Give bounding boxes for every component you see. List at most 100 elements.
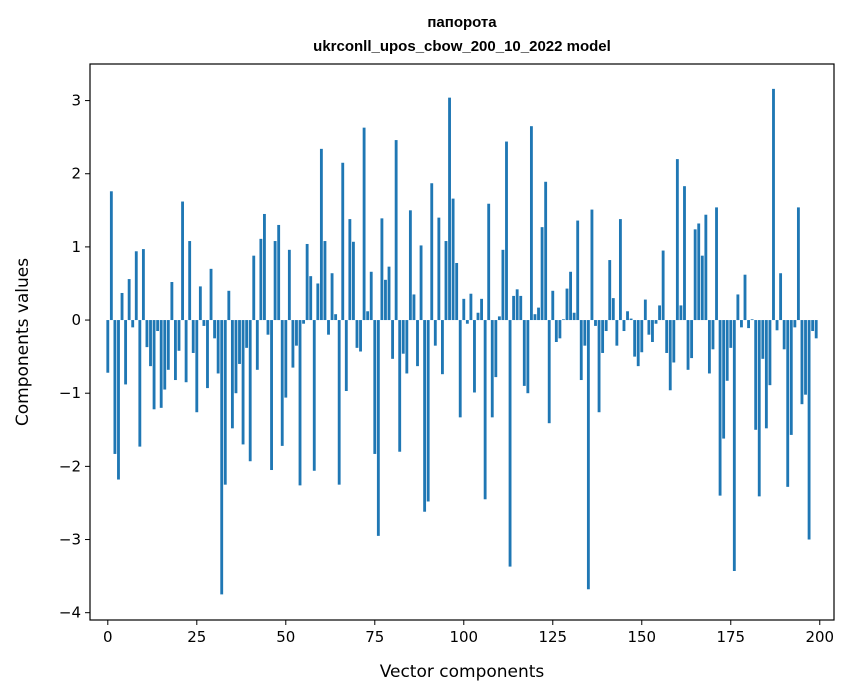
bar-47	[273, 241, 277, 321]
bar-108	[490, 320, 494, 418]
bar-46	[270, 320, 273, 471]
bar-111	[501, 249, 505, 321]
bar-102	[469, 293, 473, 321]
bar-164	[690, 320, 694, 359]
bar-71	[359, 320, 362, 352]
x-tick-label: 0	[103, 628, 113, 646]
bar-136	[590, 209, 594, 321]
bar-39	[245, 320, 249, 348]
bar-159	[672, 320, 676, 363]
bar-38	[241, 320, 245, 445]
bar-86	[412, 294, 416, 321]
bar-138	[597, 320, 601, 413]
x-tick-label: 75	[365, 628, 384, 646]
bar-5	[124, 320, 128, 385]
bar-84	[405, 320, 409, 374]
bar-2	[113, 320, 117, 454]
bar-69	[352, 241, 355, 321]
bar-60	[319, 148, 323, 321]
bar-171	[715, 207, 718, 321]
bar-147	[629, 318, 633, 321]
bar-135	[586, 320, 590, 590]
bar-17	[166, 320, 170, 370]
bar-197	[807, 320, 811, 540]
bar-143	[615, 320, 619, 346]
bar-61	[323, 241, 327, 321]
bar-190	[782, 320, 786, 350]
bar-156	[661, 250, 665, 321]
bar-28	[206, 320, 209, 389]
bar-75	[373, 320, 377, 454]
bar-79	[387, 266, 391, 321]
bar-80	[391, 320, 395, 359]
bar-97	[451, 198, 455, 321]
bar-183	[757, 320, 761, 497]
bar-50	[284, 320, 288, 398]
bar-6	[127, 279, 131, 321]
y-tick-label: 1	[71, 238, 81, 256]
bar-115	[515, 289, 519, 321]
bar-113	[508, 320, 512, 567]
bar-187	[772, 88, 775, 321]
bar-40	[248, 320, 252, 462]
bar-172	[718, 320, 722, 496]
bar-15	[159, 320, 163, 408]
bar-114	[512, 295, 516, 321]
bar-176	[732, 320, 736, 571]
bar-34	[227, 290, 231, 321]
bar-95	[444, 241, 448, 321]
bar-23	[188, 241, 192, 321]
bar-139	[601, 320, 605, 353]
bar-9	[138, 320, 142, 447]
bar-22	[184, 320, 188, 383]
bar-26	[198, 286, 202, 321]
bar-140	[604, 320, 608, 332]
bar-10	[141, 249, 145, 321]
bar-92	[433, 320, 437, 346]
bar-196	[804, 320, 807, 395]
y-tick-label: 3	[71, 92, 81, 110]
bar-51	[287, 249, 291, 321]
bar-107	[487, 203, 491, 321]
bar-18	[170, 282, 174, 321]
bar-160	[675, 159, 679, 321]
bar-152	[647, 320, 651, 335]
bar-25	[195, 320, 199, 413]
x-tick-label: 125	[538, 628, 567, 646]
bar-30	[213, 320, 217, 339]
chart-subtitle: ukrconll_upos_cbow_200_10_2022 model	[313, 38, 611, 55]
bar-124	[547, 320, 551, 424]
bar-11	[145, 320, 149, 348]
bar-29	[209, 268, 213, 321]
bar-163	[686, 320, 690, 370]
bar-70	[355, 320, 359, 348]
bar-72	[362, 127, 366, 321]
bar-31	[216, 320, 220, 374]
bar-195	[800, 320, 804, 405]
bar-43	[259, 238, 263, 321]
bar-7	[131, 320, 135, 328]
bar-186	[768, 320, 772, 386]
bar-3	[117, 320, 120, 480]
bar-119	[529, 126, 533, 321]
bar-20	[177, 320, 181, 351]
bar-118	[526, 320, 530, 394]
bar-130	[569, 271, 572, 321]
bar-76	[376, 320, 380, 536]
bar-37	[238, 320, 241, 364]
bar-0	[106, 320, 110, 373]
bar-162	[683, 186, 686, 321]
bar-146	[626, 311, 629, 321]
bar-41	[252, 255, 256, 321]
bar-90	[426, 320, 430, 502]
y-tick-label: 0	[71, 311, 81, 329]
bar-151	[643, 299, 647, 321]
bar-128	[562, 319, 565, 321]
bar-121	[537, 307, 540, 321]
bar-148	[633, 320, 637, 357]
bar-153	[651, 320, 654, 342]
bar-88	[419, 245, 423, 321]
bar-117	[522, 320, 526, 386]
y-axis-label: Components values	[13, 258, 33, 426]
bar-185	[764, 320, 768, 429]
